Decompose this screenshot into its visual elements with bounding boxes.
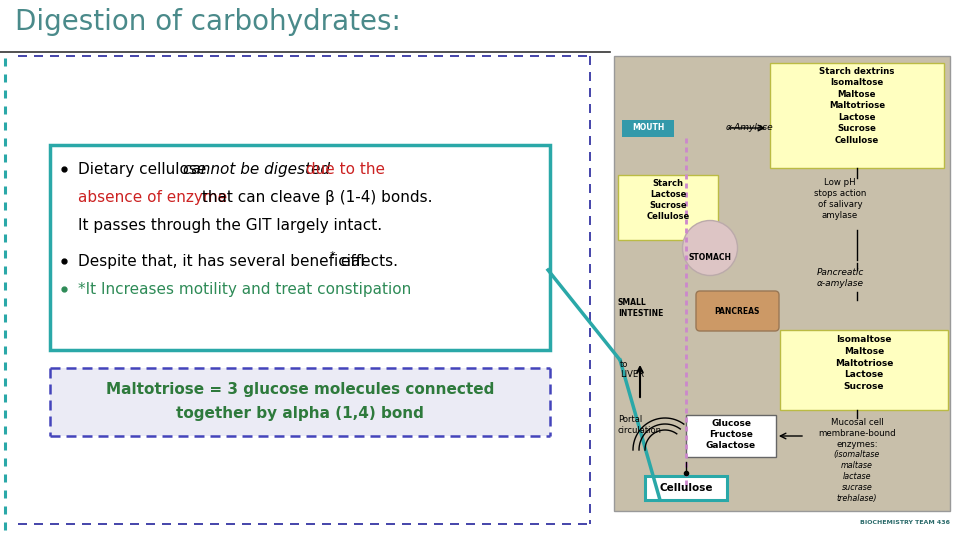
Text: Despite that, it has several beneficial: Despite that, it has several beneficial [78, 254, 365, 269]
Text: (isomaltase
maltase
lactase
sucrase
trehalase): (isomaltase maltase lactase sucrase treh… [834, 450, 880, 503]
Text: Pancreatic
α-amylase: Pancreatic α-amylase [816, 268, 864, 288]
Bar [622, 120, 674, 137]
Text: Starch
Lactose
Sucrose
Cellulose: Starch Lactose Sucrose Cellulose [646, 179, 689, 221]
Text: Dietary cellulose: Dietary cellulose [78, 162, 211, 177]
Ellipse shape [683, 220, 737, 275]
Text: α-Amylase: α-Amylase [726, 123, 774, 132]
Text: cannot be digested: cannot be digested [183, 162, 330, 177]
Text: due to the: due to the [301, 162, 385, 177]
Text: MOUTH: MOUTH [632, 124, 664, 132]
Bar [780, 330, 948, 410]
Text: Starch dextrins
Isomaltose
Maltose
Maltotriose
Lactose
Sucrose
Cellulose: Starch dextrins Isomaltose Maltose Malto… [819, 67, 895, 145]
Text: Mucosal cell
membrane-bound
enzymes:: Mucosal cell membrane-bound enzymes: [818, 418, 896, 449]
Text: Low pH
stops action
of salivary
amylase: Low pH stops action of salivary amylase [814, 178, 866, 220]
Text: It passes through the GIT largely intact.: It passes through the GIT largely intact… [78, 218, 382, 233]
Bar [618, 175, 718, 240]
Text: that can cleave β (1-4) bonds.: that can cleave β (1-4) bonds. [197, 190, 433, 205]
Text: SMALL
INTESTINE: SMALL INTESTINE [618, 298, 663, 318]
Text: Cellulose: Cellulose [660, 483, 712, 493]
Text: Portal
circulation: Portal circulation [618, 415, 662, 435]
Text: together by alpha (1,4) bond: together by alpha (1,4) bond [176, 406, 424, 421]
Text: effects.: effects. [336, 254, 398, 269]
Bar [645, 476, 727, 500]
Text: *: * [330, 251, 336, 261]
Text: STOMACH: STOMACH [688, 253, 732, 262]
Text: Maltotriose = 3 glucose molecules connected: Maltotriose = 3 glucose molecules connec… [106, 382, 494, 397]
Text: BIOCHEMISTRY TEAM 436: BIOCHEMISTRY TEAM 436 [860, 520, 950, 525]
Bar [50, 145, 550, 350]
Text: absence of enzyme: absence of enzyme [78, 190, 228, 205]
Bar [50, 368, 550, 436]
Text: *It Increases motility and treat constipation: *It Increases motility and treat constip… [78, 282, 411, 297]
Bar [686, 415, 776, 457]
Text: Glucose
Fructose
Galactose: Glucose Fructose Galactose [706, 419, 756, 450]
Text: Isomaltose
Maltose
Maltotriose
Lactose
Sucrose: Isomaltose Maltose Maltotriose Lactose S… [835, 335, 893, 391]
Bar [770, 63, 944, 168]
Bar [614, 56, 950, 511]
FancyBboxPatch shape [696, 291, 779, 331]
Text: Digestion of carbohydrates:: Digestion of carbohydrates: [15, 8, 401, 36]
Text: to
LIVER: to LIVER [620, 360, 644, 380]
Text: PANCREAS: PANCREAS [714, 307, 759, 315]
